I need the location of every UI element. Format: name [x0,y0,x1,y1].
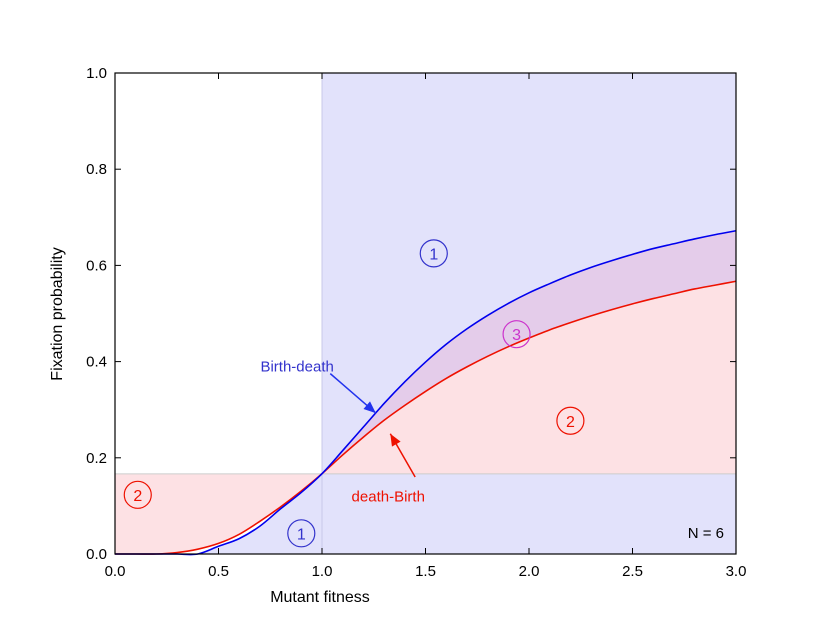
y-tick-label: 0.2 [86,450,107,467]
death-birth-arrow-head [390,433,401,447]
x-tick-label: 0.5 [208,563,229,580]
population-size-label: N = 6 [688,525,724,542]
region-marker-circle [287,519,316,548]
birth-death-arrow-head [363,401,376,414]
series-death-birth-line [115,280,737,555]
region-marker-circle [502,320,531,349]
x-tick-label: 0.0 [105,563,126,580]
curves [115,229,737,556]
region-marker-label: 1 [297,526,306,543]
series-birth-death-line [115,229,737,556]
region-marker-circle [123,480,152,509]
x-tick-label: 2.0 [519,563,540,580]
x-tick-label: 2.5 [622,563,643,580]
y-axis-title: Fixation probability [49,247,66,380]
x-tick-label: 1.0 [312,563,333,580]
annotations: 1 1 2 2 3 Birth-death death-Birth [123,239,585,548]
x-axis-title: Mutant fitness [270,589,370,606]
birth-death-annotation: Birth-death [260,358,333,375]
region-marker-circle [556,406,585,435]
region-marker-label: 2 [566,414,575,431]
region-marker-label: 1 [429,246,438,263]
y-tick-label: 1.0 [86,65,107,82]
axes: 0.0 0.5 1.0 1.5 2.0 2.5 3.0 0.0 0.2 0.4 0.6 0.8 1.0 [86,65,746,580]
region-2-right [322,281,736,474]
region-2-left [115,473,322,554]
y-tick-label: 0.8 [86,161,107,178]
region-marker-label: 3 [512,327,521,344]
shaded-regions [115,73,736,554]
region-3 [322,230,736,474]
region-marker-circle [419,239,448,268]
region-1-lower [115,473,322,554]
y-tick-label: 0.4 [86,354,107,371]
y-tick-label: 0.6 [86,257,107,274]
death-birth-annotation: death-Birth [352,488,425,505]
y-tick-label: 0.0 [86,546,107,563]
x-tick-label: 3.0 [726,563,747,580]
region-marker-label: 2 [133,488,142,505]
x-tick-label: 1.5 [415,563,436,580]
